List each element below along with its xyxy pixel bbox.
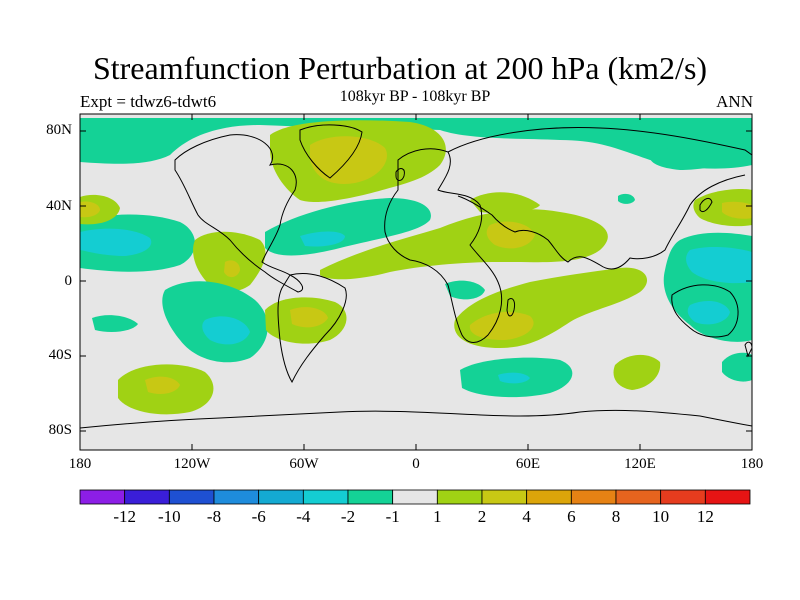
lat-tick-marks: [80, 130, 752, 432]
lon-tick-label: 120E: [624, 456, 656, 472]
contour-region: [145, 376, 180, 394]
japan-coast: [699, 197, 713, 213]
colorbar-label: 4: [522, 507, 531, 526]
contour-region: [686, 246, 752, 284]
madagascar-coast: [506, 297, 515, 317]
colorbar-label: -12: [113, 507, 136, 526]
season-label: ANN: [716, 92, 753, 111]
lon-tick-label: 60E: [515, 456, 541, 472]
colorbar-label: -2: [340, 507, 356, 526]
lat-tick-label: 80S: [48, 422, 72, 438]
antarctica-coast: [80, 409, 752, 429]
lat-tick-label: 0: [64, 273, 73, 289]
contour-region: [224, 260, 240, 278]
contour-region: [290, 307, 328, 328]
lon-tick-label: 180: [740, 456, 764, 472]
colorbar-label: 1: [433, 507, 442, 526]
contour-region: [470, 192, 540, 214]
lat-tick-label: 40S: [48, 347, 72, 363]
lon-tick-label: 180: [68, 456, 92, 472]
contour-region: [80, 228, 152, 256]
colorbar-label: -1: [385, 507, 400, 526]
contour-region: [202, 316, 250, 345]
period-label: 108kyr BP - 108kyr BP: [339, 88, 491, 105]
colorbar-label: 12: [696, 507, 714, 526]
contour-region: [687, 300, 730, 325]
contour-region: [618, 193, 635, 204]
map-title: Streamfunction Perturbation at 200 hPa (…: [92, 50, 708, 86]
colorbar-label: -6: [251, 507, 266, 526]
lon-tick-label: 0: [412, 456, 420, 472]
colorbar-label: -8: [206, 507, 222, 526]
contour-region: [300, 231, 345, 247]
colorbar-label: 10: [652, 507, 670, 526]
coastlines: [80, 124, 752, 429]
colorbar-label: 8: [611, 507, 621, 526]
contour-region: [613, 354, 661, 390]
asia-coast: [447, 127, 752, 270]
contour-region: [722, 352, 752, 382]
lat-tick-label: 40N: [46, 198, 72, 214]
north-america-coast: [174, 134, 303, 293]
contour-region: [80, 118, 752, 169]
contour-region: [80, 201, 100, 218]
contour-region: [486, 221, 535, 249]
contour-region: [320, 209, 608, 280]
contour-region: [445, 280, 485, 300]
lon-tick-label: 120W: [173, 456, 211, 472]
contour-region: [649, 145, 731, 170]
lon-tick-marks: [79, 114, 753, 450]
contour-region: [498, 372, 530, 384]
lon-tick-label: 60W: [289, 456, 319, 472]
contour-region: [469, 311, 534, 340]
greenland-coast: [299, 124, 363, 179]
contour-region: [722, 201, 752, 219]
australia-coast: [671, 284, 739, 338]
south-america-coast: [277, 273, 347, 384]
europe-africa-coast: [384, 148, 503, 343]
uk-coast: [395, 168, 405, 181]
colorbar-label: -10: [157, 507, 181, 526]
new-zealand-coast: [744, 341, 752, 358]
lat-tick-label: 80N: [46, 122, 72, 138]
colorbar-label: 6: [567, 507, 576, 526]
colorbar-label: -4: [296, 507, 311, 526]
contour-layer: [80, 114, 752, 450]
contour-region: [92, 315, 138, 332]
colorbar-label: 2: [477, 507, 487, 526]
experiment-label: Expt = tdwz6-tdwt6: [80, 92, 217, 111]
